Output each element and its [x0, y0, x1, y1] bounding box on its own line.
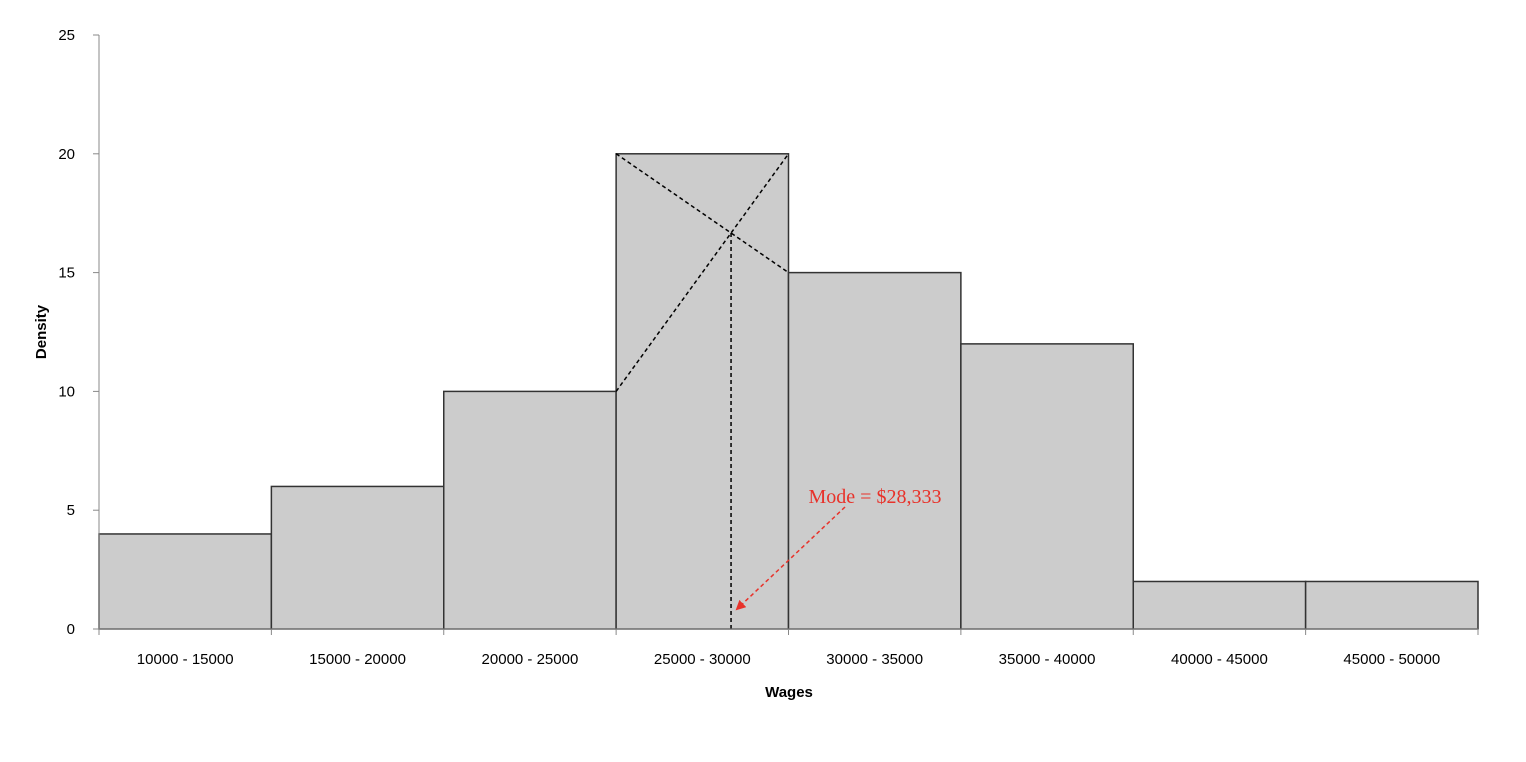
- x-tick-label: 10000 - 15000: [137, 651, 234, 668]
- x-tick-label: 40000 - 45000: [1171, 651, 1268, 668]
- y-tick-label: 25: [58, 27, 75, 44]
- x-tick-label: 30000 - 35000: [826, 651, 923, 668]
- mode-construction-lines: [615, 153, 790, 629]
- y-axis-title: Density: [33, 304, 50, 359]
- mode-annotation-arrow: [735, 506, 846, 611]
- y-tick-label: 20: [58, 146, 75, 163]
- y-tick-label: 10: [58, 383, 75, 400]
- x-tick-label: 20000 - 25000: [482, 651, 579, 668]
- x-tick-label: 35000 - 40000: [999, 651, 1096, 668]
- y-tick-label: 15: [58, 265, 75, 282]
- x-axis-title: Wages: [765, 684, 813, 701]
- bar-20000-25000: [443, 390, 617, 630]
- bar-10000-15000: [98, 533, 273, 630]
- x-tick-label: 25000 - 30000: [654, 651, 751, 668]
- x-tick-label: 45000 - 50000: [1343, 651, 1440, 668]
- y-tick-label: 0: [67, 621, 75, 638]
- axes-group: 0 5 10 15 20 25 10000 - 15000 15000 - 20000 2000…: [58, 27, 1479, 668]
- bars-group: [98, 153, 1479, 630]
- bar-30000-35000: [787, 271, 962, 630]
- mode-annotation-label: Mode = $28,333: [809, 486, 942, 508]
- bar-35000-40000: [960, 343, 1134, 630]
- bar-40000-45000: [1132, 580, 1307, 630]
- y-tick-label: 5: [67, 502, 75, 519]
- bar-45000-50000: [1304, 580, 1479, 630]
- bar-25000-30000: [615, 153, 790, 630]
- bar-15000-20000: [270, 485, 445, 630]
- x-tick-label: 15000 - 20000: [309, 651, 406, 668]
